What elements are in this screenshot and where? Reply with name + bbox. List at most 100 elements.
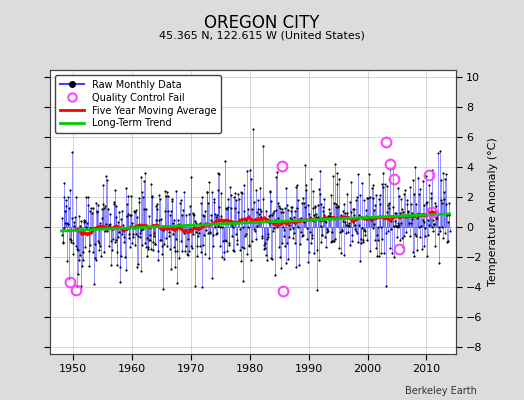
Point [379, 184, 387, 190]
Point [297, 214, 305, 221]
Point [428, 224, 436, 230]
Point [408, 210, 416, 216]
Point [334, 176, 343, 182]
Point [279, 223, 287, 230]
Point [180, 230, 188, 236]
Point [242, 231, 250, 237]
Point [217, 189, 226, 196]
Point [365, 248, 374, 254]
Point [387, 218, 395, 224]
Point [377, 224, 386, 230]
Point [110, 198, 118, 205]
Point [193, 242, 202, 249]
Point [388, 214, 396, 220]
Point [71, 226, 80, 232]
Point [194, 226, 202, 232]
Point [350, 212, 358, 218]
Point [303, 259, 312, 266]
Point [294, 197, 303, 203]
Point [112, 202, 121, 209]
Point [250, 228, 259, 234]
Point [216, 224, 224, 230]
Point [293, 205, 302, 211]
Point [184, 252, 192, 258]
Point [62, 202, 71, 209]
Point [323, 228, 331, 235]
Point [160, 226, 168, 232]
Point [387, 226, 395, 232]
Point [143, 252, 151, 259]
Point [88, 226, 96, 232]
Point [315, 190, 324, 197]
Point [272, 169, 281, 175]
Point [318, 232, 326, 238]
Point [386, 244, 394, 251]
Point [310, 212, 318, 218]
Point [60, 193, 68, 200]
Point [94, 237, 103, 244]
Point [249, 217, 257, 223]
Point [157, 251, 166, 257]
Point [431, 200, 440, 206]
Point [109, 226, 117, 232]
Point [357, 225, 366, 231]
Point [117, 252, 125, 259]
Point [386, 165, 395, 172]
Point [360, 227, 368, 233]
Point [182, 212, 190, 218]
Point [434, 224, 443, 230]
Point [149, 232, 158, 239]
Point [105, 211, 114, 217]
Point [391, 218, 399, 224]
Point [432, 202, 441, 209]
Point [357, 239, 365, 246]
Point [423, 198, 431, 205]
Point [141, 206, 150, 212]
Point [445, 212, 453, 218]
Point [314, 186, 323, 192]
Point [313, 202, 322, 208]
Point [284, 207, 292, 213]
Point [79, 249, 87, 256]
Point [356, 192, 364, 198]
Point [82, 220, 91, 226]
Point [201, 208, 210, 214]
Point [340, 201, 348, 208]
Point [59, 240, 67, 246]
Point [437, 197, 445, 203]
Point [390, 210, 399, 216]
Point [304, 210, 313, 217]
Point [384, 228, 392, 234]
Point [276, 254, 284, 260]
Point [118, 231, 127, 237]
Point [428, 166, 436, 173]
Point [309, 205, 318, 211]
Point [149, 246, 157, 253]
Point [321, 218, 329, 224]
Point [271, 272, 279, 278]
Point [180, 189, 188, 195]
Point [325, 213, 334, 220]
Point [129, 230, 137, 237]
Point [218, 254, 226, 260]
Point [211, 214, 220, 220]
Point [83, 202, 92, 208]
Point [342, 221, 350, 228]
Point [442, 171, 450, 177]
Point [212, 231, 220, 238]
Point [292, 264, 300, 270]
Point [397, 196, 405, 202]
Point [343, 213, 351, 219]
Point [233, 236, 242, 243]
Point [208, 189, 216, 196]
Point [143, 235, 151, 241]
Point [92, 257, 100, 264]
Point [381, 230, 390, 236]
Point [313, 287, 321, 294]
Point [224, 204, 233, 211]
Point [255, 219, 264, 226]
Point [264, 231, 272, 237]
Point [406, 233, 414, 239]
Point [106, 262, 115, 269]
Point [230, 248, 238, 254]
